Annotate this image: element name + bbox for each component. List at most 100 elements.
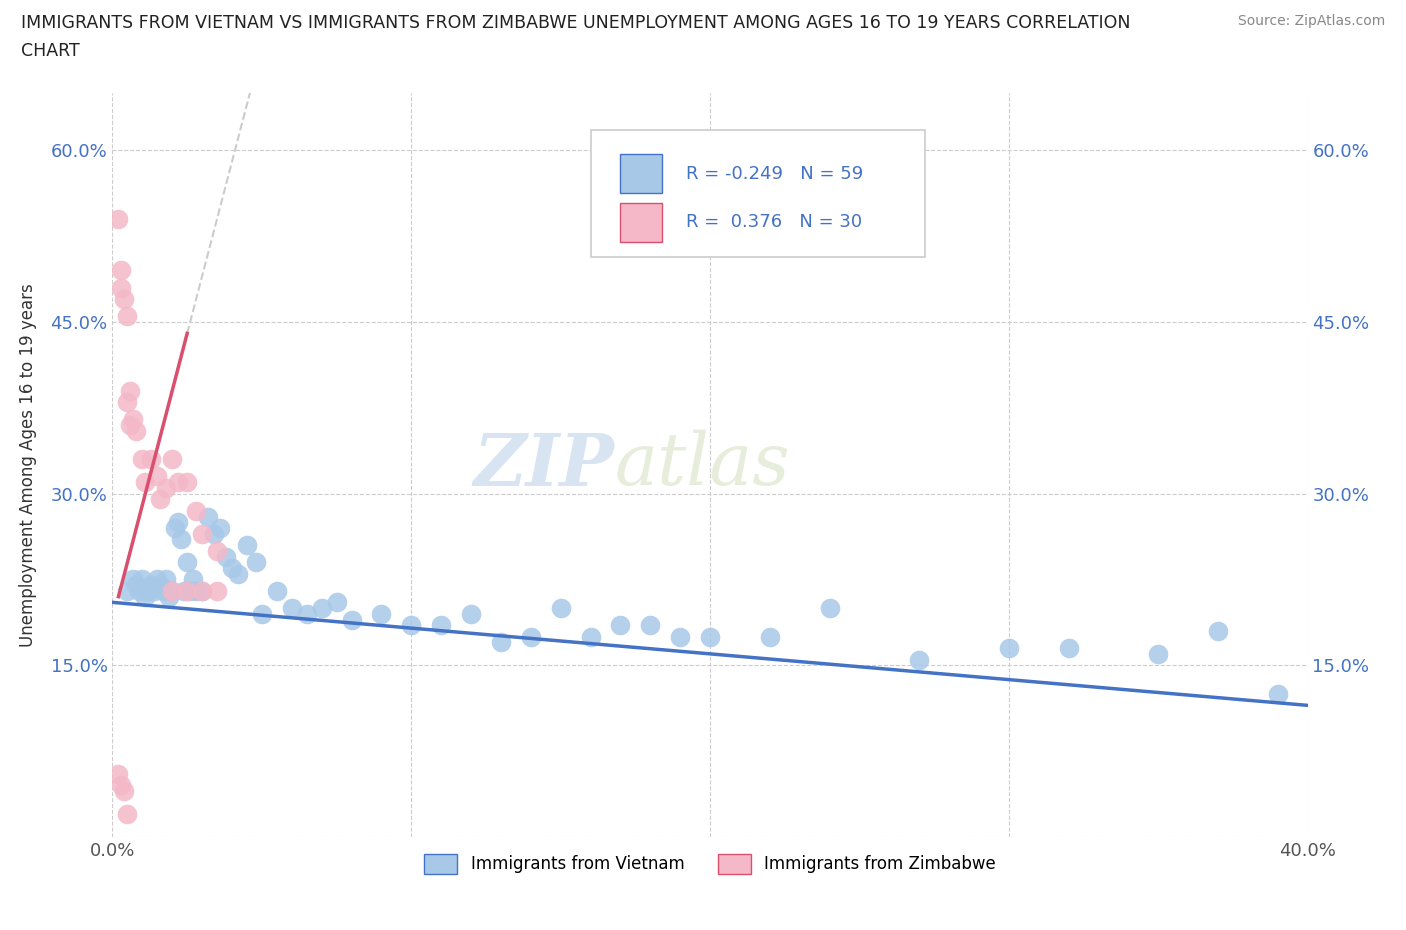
- Legend: Immigrants from Vietnam, Immigrants from Zimbabwe: Immigrants from Vietnam, Immigrants from…: [418, 847, 1002, 881]
- Point: [114, 784, 135, 799]
- Point: [325, 595, 347, 610]
- Text: CHART: CHART: [21, 42, 80, 60]
- Point: [173, 583, 195, 598]
- Point: [191, 583, 214, 598]
- Point: [181, 572, 204, 587]
- Point: [110, 263, 132, 278]
- Point: [205, 543, 228, 558]
- Point: [202, 526, 225, 541]
- Point: [191, 583, 214, 598]
- Point: [191, 526, 214, 541]
- Point: [167, 474, 190, 489]
- Point: [120, 383, 142, 398]
- Point: [640, 618, 662, 632]
- Point: [146, 572, 169, 587]
- Point: [131, 452, 153, 467]
- FancyBboxPatch shape: [591, 130, 925, 257]
- Point: [134, 590, 156, 604]
- Point: [226, 566, 249, 581]
- Point: [117, 309, 139, 324]
- Point: [1267, 686, 1289, 701]
- Point: [908, 652, 931, 667]
- Point: [205, 583, 228, 598]
- Point: [281, 601, 304, 616]
- Point: [167, 515, 190, 530]
- Point: [669, 630, 692, 644]
- Point: [340, 612, 363, 627]
- Point: [117, 583, 139, 598]
- Point: [430, 618, 453, 632]
- Point: [155, 572, 177, 587]
- Point: [520, 630, 543, 644]
- Point: [250, 606, 273, 621]
- Point: [141, 578, 163, 592]
- Point: [179, 583, 201, 598]
- Point: [114, 292, 135, 307]
- Point: [176, 555, 198, 570]
- Point: [221, 561, 243, 576]
- Point: [152, 583, 174, 598]
- Point: [134, 474, 156, 489]
- FancyBboxPatch shape: [620, 154, 662, 193]
- Point: [170, 532, 193, 547]
- Point: [125, 423, 148, 438]
- FancyBboxPatch shape: [620, 203, 662, 242]
- Point: [146, 469, 169, 484]
- Point: [176, 583, 198, 598]
- Point: [107, 766, 129, 781]
- Point: [122, 412, 145, 427]
- Point: [236, 538, 259, 552]
- Point: [162, 583, 183, 598]
- Point: [759, 630, 782, 644]
- Point: [162, 583, 183, 598]
- Point: [141, 452, 163, 467]
- Point: [125, 578, 148, 592]
- Point: [117, 394, 139, 409]
- Text: Source: ZipAtlas.com: Source: ZipAtlas.com: [1237, 14, 1385, 28]
- Point: [120, 418, 142, 432]
- Point: [157, 590, 180, 604]
- Point: [550, 601, 572, 616]
- Point: [401, 618, 423, 632]
- Point: [460, 606, 482, 621]
- Point: [110, 778, 132, 793]
- Point: [110, 280, 132, 295]
- Point: [998, 641, 1021, 656]
- Point: [609, 618, 631, 632]
- Point: [131, 572, 153, 587]
- Point: [122, 572, 145, 587]
- Point: [117, 806, 139, 821]
- Point: [186, 583, 208, 598]
- Point: [1057, 641, 1080, 656]
- Point: [215, 549, 238, 564]
- Point: [1147, 646, 1170, 661]
- Point: [489, 635, 512, 650]
- Text: IMMIGRANTS FROM VIETNAM VS IMMIGRANTS FROM ZIMBABWE UNEMPLOYMENT AMONG AGES 16 T: IMMIGRANTS FROM VIETNAM VS IMMIGRANTS FR…: [21, 14, 1130, 32]
- Text: R = -0.249   N = 59: R = -0.249 N = 59: [686, 165, 863, 183]
- Point: [266, 583, 288, 598]
- Text: R =  0.376   N = 30: R = 0.376 N = 30: [686, 213, 862, 232]
- Point: [143, 583, 166, 598]
- Point: [1206, 623, 1229, 638]
- Point: [295, 606, 318, 621]
- Point: [699, 630, 721, 644]
- Point: [209, 521, 232, 536]
- Point: [186, 503, 208, 518]
- Y-axis label: Unemployment Among Ages 16 to 19 years: Unemployment Among Ages 16 to 19 years: [18, 283, 37, 647]
- Point: [579, 630, 602, 644]
- Point: [107, 211, 129, 226]
- Point: [165, 521, 187, 536]
- Point: [197, 509, 219, 524]
- Point: [149, 492, 172, 507]
- Point: [149, 578, 172, 592]
- Point: [245, 555, 267, 570]
- Text: ZIP: ZIP: [474, 430, 614, 500]
- Point: [138, 583, 160, 598]
- Point: [311, 601, 333, 616]
- Point: [370, 606, 392, 621]
- Point: [176, 474, 198, 489]
- Point: [162, 452, 183, 467]
- Point: [818, 601, 841, 616]
- Text: atlas: atlas: [614, 430, 790, 500]
- Point: [155, 481, 177, 496]
